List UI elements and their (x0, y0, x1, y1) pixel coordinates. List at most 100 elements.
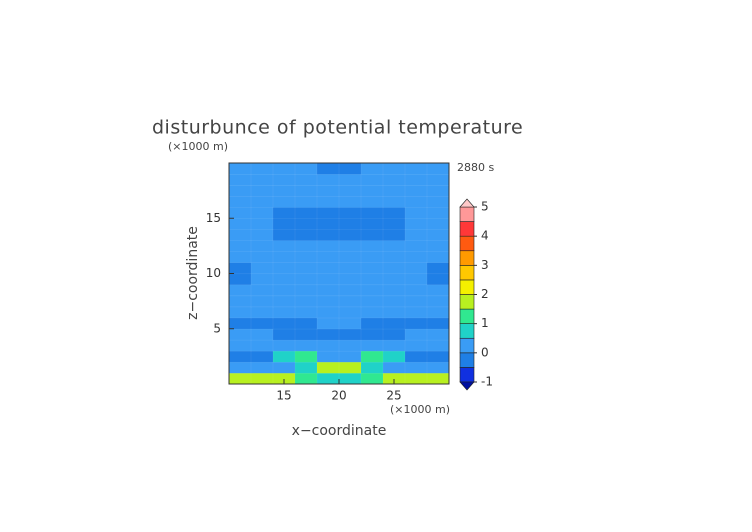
contour-cell (360, 229, 384, 241)
contour-cell (382, 229, 406, 241)
contour-cell (338, 184, 362, 197)
contour-cell (250, 339, 274, 352)
colorbar-tick-label: 2 (481, 287, 489, 301)
contour-cell (294, 273, 318, 286)
contour-cell (316, 350, 340, 363)
contour-cell (228, 162, 252, 175)
contour-cell (404, 162, 428, 175)
contour-cell (338, 195, 362, 208)
contour-cell (426, 295, 450, 308)
contour-cell (316, 361, 340, 374)
contour-cell (382, 173, 406, 186)
contour-cell (360, 306, 384, 319)
y-tick-label: 10 (206, 266, 221, 280)
contour-cell (404, 173, 428, 186)
contour-cell (272, 173, 296, 186)
contour-cell (294, 206, 318, 219)
contour-cell (294, 350, 318, 363)
contour-cell (228, 317, 252, 330)
contour-cell (272, 273, 296, 286)
y-tick-label: 5 (213, 321, 221, 335)
contour-cell (404, 251, 428, 263)
contour-cell (316, 306, 340, 319)
colorbar-under (459, 381, 475, 391)
colorbar-segment (459, 265, 475, 281)
contour-cell (404, 284, 428, 297)
contour-cell (338, 206, 362, 219)
colorbar-over (459, 198, 475, 208)
contour-cell (360, 218, 384, 230)
y-tick-label: 15 (206, 211, 221, 225)
contour-cell (294, 339, 318, 352)
x-tick-label: 25 (386, 389, 401, 403)
contour-cell (272, 317, 296, 330)
contour-cell (294, 295, 318, 308)
contour-cell (294, 372, 318, 385)
contour-cell (316, 240, 340, 252)
contour-cell (360, 173, 384, 186)
contour-cell (272, 350, 296, 363)
contour-cell (426, 184, 450, 197)
contour-cell (404, 195, 428, 208)
contour-cell (250, 273, 274, 286)
colorbar-segment (459, 250, 475, 266)
contour-cell (426, 306, 450, 319)
contour-cell (294, 317, 318, 330)
contour-cell (338, 229, 362, 241)
contour-cell (272, 184, 296, 197)
x-tick-label: 15 (276, 389, 291, 403)
contour-cell (382, 328, 406, 341)
contour-cell (404, 273, 428, 286)
contour-cell (382, 317, 406, 330)
contour-cell (294, 173, 318, 186)
contour-cell (294, 361, 318, 374)
colorbar-segment (459, 294, 475, 310)
contour-cell (272, 328, 296, 341)
contour-cell (404, 306, 428, 319)
contour-cell (250, 262, 274, 275)
contour-cell (294, 262, 318, 275)
contour-cell (360, 184, 384, 197)
x-unit: (×1000 m) (390, 403, 450, 416)
contour-cell (338, 251, 362, 263)
contour-cell (294, 184, 318, 197)
contour-cell (404, 350, 428, 363)
colorbar-tick-label: -1 (481, 375, 493, 389)
contour-cell (360, 350, 384, 363)
time-label: 2880 s (457, 161, 494, 174)
contour-cell (250, 361, 274, 374)
contour-cell (426, 218, 450, 230)
colorbar-segment (459, 367, 475, 383)
contour-cell (228, 339, 252, 352)
contour-cell (382, 195, 406, 208)
contour-cell (316, 295, 340, 308)
contour-cell (404, 229, 428, 241)
contour-cell (228, 251, 252, 263)
contour-cell (360, 240, 384, 252)
contour-cell (426, 317, 450, 330)
contour-cell (272, 339, 296, 352)
contour-cell (316, 372, 340, 385)
colorbar-segment (459, 308, 475, 324)
contour-cell (294, 328, 318, 341)
contour-cell (294, 251, 318, 263)
contour-cell (404, 361, 428, 374)
x-axis-title: x−coordinate (292, 423, 387, 439)
contour-cell (316, 251, 340, 263)
contour-cell (228, 306, 252, 319)
colorbar-segment (459, 235, 475, 252)
contour-cell (382, 184, 406, 197)
contour-cell (228, 361, 252, 374)
contour-cell (404, 240, 428, 252)
contour-cell (426, 262, 450, 275)
contour-cell (250, 317, 274, 330)
contour-cell (338, 295, 362, 308)
contour-cell (250, 240, 274, 252)
colorbar-tick-label: 1 (481, 316, 489, 330)
contour-cell (228, 262, 252, 275)
contour-cell (250, 350, 274, 363)
contour-cell (228, 195, 252, 208)
contour-cell (272, 251, 296, 263)
contour-cell (228, 173, 252, 186)
